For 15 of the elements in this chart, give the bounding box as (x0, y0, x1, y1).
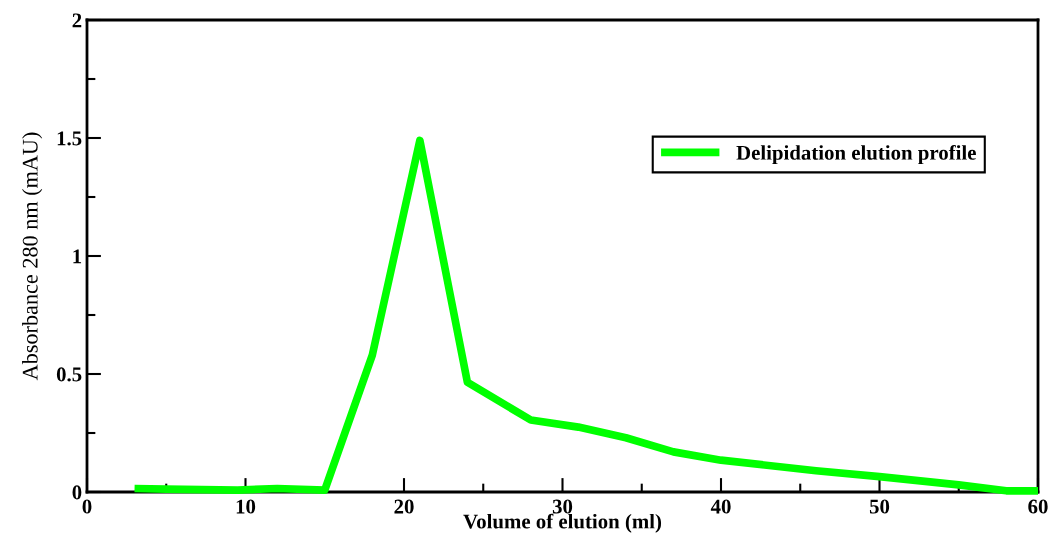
y-tick-label: 0 (72, 485, 82, 500)
x-tick-label: 0 (82, 499, 92, 514)
x-tick-label: 40 (710, 499, 731, 514)
x-tick-label: 50 (869, 499, 890, 514)
x-tick-label: 60 (1028, 499, 1048, 514)
x-tick-label: 30 (552, 499, 573, 514)
legend-label: Delipidation elution profile (736, 144, 976, 165)
y-tick-label: 0.5 (56, 367, 82, 382)
y-tick-label: 2 (72, 13, 82, 28)
x-tick-label: 10 (236, 499, 256, 514)
x-tick-label: 20 (394, 499, 414, 514)
x-axis-title: Volume of elution (ml) (463, 513, 662, 533)
y-axis-title: Absorbance 280 nm (mAU) (22, 132, 43, 381)
y-tick-label: 1.5 (57, 131, 82, 146)
y-tick-label: 1 (73, 249, 82, 264)
